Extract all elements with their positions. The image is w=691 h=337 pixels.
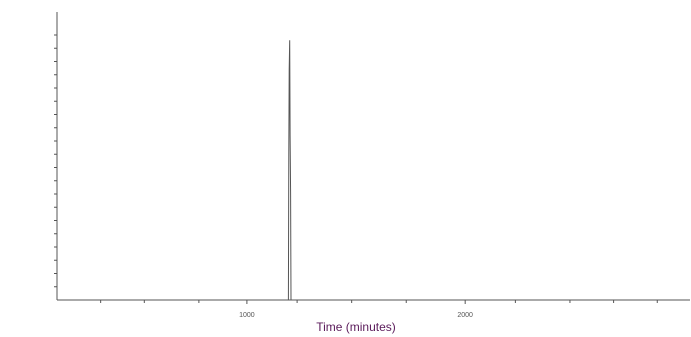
x-tick-label: 1000 (239, 312, 255, 319)
x-axis-ticks (100, 300, 658, 304)
x-tick-label: 2000 (457, 312, 473, 319)
x-axis-title: Time (minutes) (316, 320, 396, 334)
series-line (57, 40, 690, 301)
x-tick-labels: 1000 2000 (239, 312, 473, 319)
